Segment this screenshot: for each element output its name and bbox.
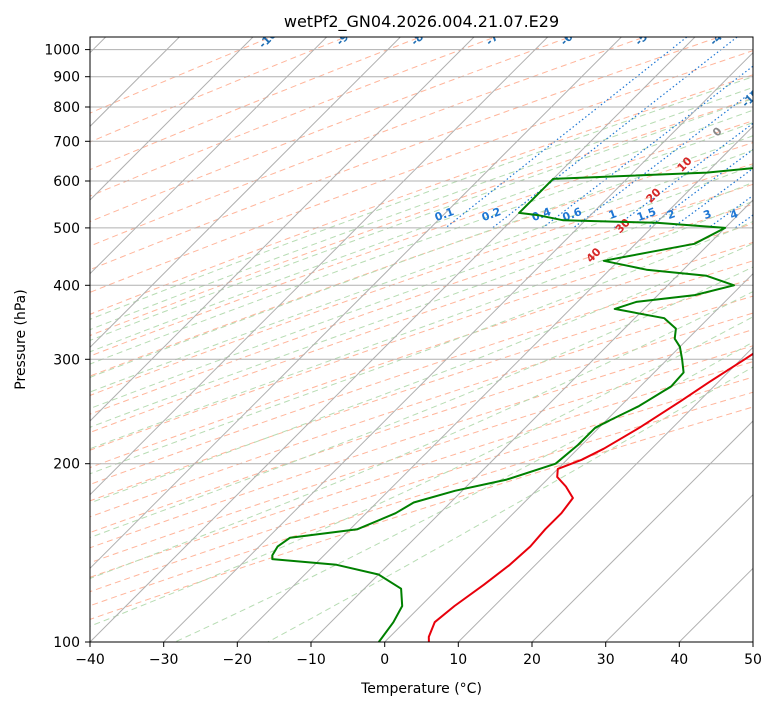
- dry-adiabat-line: [90, 97, 753, 337]
- y-tick-label: 300: [53, 352, 80, 368]
- y-tick-label: 100: [53, 635, 80, 651]
- isotherm-line: [90, 37, 696, 642]
- isotherm-line: [90, 37, 475, 422]
- mixing-ratio-label: 3: [702, 207, 714, 222]
- dry-adiabat-line: [90, 37, 497, 197]
- isotherm-line: [310, 199, 753, 642]
- x-tick-label: −40: [75, 652, 105, 668]
- moist-adiabat-line: [90, 164, 753, 410]
- isotherm-line: [90, 37, 254, 201]
- mixing-ratio-label: 0.1: [433, 205, 456, 224]
- isotherm-line: [90, 37, 402, 349]
- dry-adiabat-line: [90, 241, 753, 469]
- x-tick-label: −20: [223, 652, 253, 668]
- moist-adiabat-line: [90, 122, 753, 365]
- moist-adiabat-line: [90, 98, 753, 341]
- dry-adiabat-label: -80: [408, 25, 431, 48]
- y-tick-label: 900: [53, 70, 80, 86]
- dry-adiabat-line: [90, 345, 753, 564]
- x-tick-label: 10: [449, 652, 467, 668]
- moist-adiabat-line: [266, 366, 753, 642]
- y-tick-label: 200: [53, 457, 80, 473]
- mixing-ratio-label: 0.2: [480, 205, 503, 224]
- plot-area: [90, 37, 753, 642]
- mixing-ratio-label: 6: [767, 207, 775, 222]
- dry-adiabat-label: -90: [334, 25, 357, 48]
- dry-adiabat-line: [90, 142, 753, 377]
- moist-adiabat-line: [90, 181, 753, 428]
- isotherm-line: [457, 346, 753, 642]
- dry-adiabat-label: -50: [632, 25, 655, 48]
- mixing-ratio-line: [542, 65, 753, 229]
- y-tick-label: 1000: [44, 43, 80, 59]
- dry-adiabat-line: [90, 391, 753, 607]
- x-tick-label: 50: [744, 652, 762, 668]
- y-tick-label: 700: [53, 134, 80, 150]
- mixing-ratio-label: 0.4: [530, 205, 553, 224]
- y-tick-label: 500: [53, 221, 80, 237]
- chart-title: wetPf2_GN04.2026.004.21.07.E29: [284, 12, 559, 32]
- temperature-profile-line: [427, 352, 753, 642]
- grid-lines: [90, 37, 753, 642]
- dry-adiabat-line: [90, 295, 753, 518]
- dry-adiabat-line: [90, 260, 753, 485]
- x-tick-label: 40: [670, 652, 688, 668]
- mixing-ratio-line: [613, 122, 753, 229]
- dry-adiabat-label: -70: [483, 25, 506, 48]
- y-tick-label: 600: [53, 174, 80, 190]
- isotherm-line: [90, 37, 623, 570]
- moist-adiabat-line: [90, 242, 753, 504]
- x-tick-label: −10: [296, 652, 326, 668]
- x-tick-label: 30: [597, 652, 615, 668]
- moist-adiabat-line: [90, 266, 753, 539]
- isotherm-line: [90, 37, 549, 496]
- mixing-ratio-label: 2: [665, 207, 677, 222]
- isotherm-line: [162, 51, 753, 642]
- y-axis: 100 200 300 400 500 600 700 800 900 1000: [44, 43, 90, 651]
- moist-adiabat-line: [90, 291, 753, 579]
- y-tick-label: 800: [53, 100, 80, 116]
- x-axis-title: Temperature (°C): [360, 681, 482, 697]
- x-tick-label: 20: [523, 652, 541, 668]
- profile-lines: [271, 167, 753, 642]
- y-tick-label: 400: [53, 278, 80, 294]
- isotherm-line: [236, 125, 753, 642]
- x-tick-label: −30: [149, 652, 179, 668]
- mixing-ratio-label: 0.6: [561, 205, 584, 224]
- plot-frame: [89, 36, 754, 643]
- dry-adiabat-label: -60: [558, 25, 581, 48]
- isotherm-line: [383, 272, 753, 642]
- mixing-ratio-label: 1.5: [635, 205, 658, 224]
- mixing-ratio-label: 4: [728, 207, 740, 222]
- isotherm-line: [90, 37, 328, 275]
- x-tick-label: 0: [380, 652, 389, 668]
- dry-adiabat-line: [90, 120, 753, 357]
- x-axis: −40 −30 −20 −10 0 10 20 30 40 50: [75, 642, 762, 668]
- mixing-ratio-label: 1: [607, 207, 619, 222]
- isotherm-line: [531, 420, 753, 642]
- dewpoint-profile-line: [271, 167, 753, 642]
- y-axis-title: Pressure (hPa): [13, 289, 29, 389]
- dry-adiabat-label: -40: [707, 25, 730, 48]
- mixing-ratio-line: [492, 37, 739, 229]
- moist-adiabat-line: [90, 135, 753, 378]
- dry-adiabat-line: [90, 183, 753, 415]
- isotherm-line: [604, 493, 753, 642]
